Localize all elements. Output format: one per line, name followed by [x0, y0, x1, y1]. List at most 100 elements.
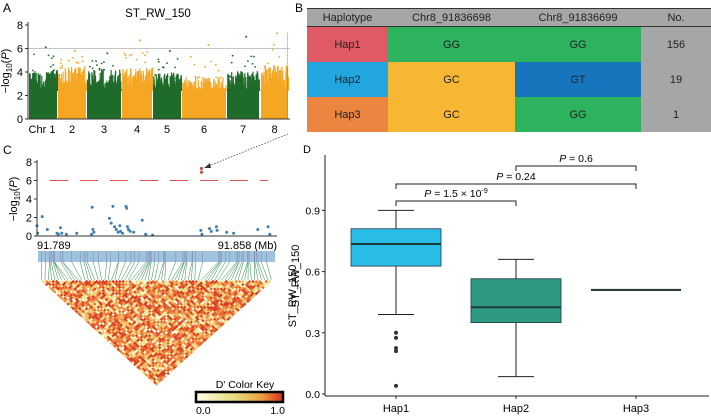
manhattan-point	[287, 38, 288, 40]
manhattan-peak-point	[139, 39, 141, 42]
ld-cell	[144, 328, 149, 332]
manhattan-point	[270, 78, 272, 91]
ld-cell	[209, 299, 214, 303]
ld-cell	[139, 323, 144, 327]
ld-cell	[181, 325, 185, 329]
manhattan-point	[287, 98, 288, 100]
manhattan-point	[273, 43, 275, 46]
manhattan-point	[128, 76, 130, 91]
manhattan-point	[194, 75, 197, 78]
ld-cell	[191, 349, 195, 353]
ld-cell	[83, 281, 87, 285]
manhattan-point	[80, 80, 82, 91]
ld-cell	[176, 362, 180, 366]
manhattan-point	[287, 62, 288, 64]
ld-cell	[111, 279, 115, 284]
manhattan-point	[248, 86, 250, 91]
manhattan-point	[205, 82, 208, 91]
ld-cell	[144, 303, 149, 308]
manhattan-point	[99, 84, 101, 91]
manhattan-point	[176, 86, 178, 91]
manhattan-point	[49, 73, 52, 76]
manhattan-point	[215, 76, 218, 79]
manhattan-point	[144, 79, 146, 91]
ld-cell	[93, 302, 97, 306]
manhattan-point	[195, 76, 197, 91]
manhattan-point	[242, 78, 244, 91]
manhattan-y-tick-label: 0	[17, 114, 23, 126]
manhattan-point	[69, 81, 71, 91]
ld-cell	[148, 373, 152, 377]
snp-connector-line	[79, 261, 86, 281]
manhattan-point	[139, 68, 141, 91]
boxplot-x-tick-label: Hap2	[503, 403, 529, 415]
manhattan-point	[154, 87, 157, 91]
manhattan-point	[224, 88, 226, 91]
ld-cell	[121, 303, 125, 308]
ld-cell	[176, 323, 180, 327]
ld-cell	[139, 347, 144, 351]
snp-connector-line	[197, 261, 203, 281]
manhattan-point	[31, 69, 34, 72]
ld-cell	[129, 302, 134, 306]
manhattan-point	[155, 74, 157, 91]
ld-cell	[83, 299, 87, 303]
manhattan-point	[275, 73, 277, 91]
ld-cell	[111, 325, 115, 329]
ld-cell	[163, 347, 167, 351]
manhattan-point	[120, 81, 122, 91]
manhattan-x-tick-label: Chr 1	[29, 124, 56, 136]
ld-cell	[164, 279, 169, 284]
manhattan-point	[281, 86, 283, 91]
manhattan-point	[287, 112, 288, 114]
manhattan-point	[129, 54, 131, 57]
manhattan-point	[65, 80, 67, 91]
ld-cell	[171, 367, 175, 371]
ld-cell	[158, 370, 162, 374]
ld-cell	[158, 279, 162, 284]
manhattan-point	[280, 82, 282, 91]
manhattan-point	[287, 80, 288, 82]
boxplot-y-label: ST_RW_150	[290, 245, 302, 308]
ld-cell	[116, 302, 120, 306]
manhattan-point	[287, 86, 288, 88]
manhattan-point	[251, 81, 253, 91]
snp-connector-line	[237, 261, 244, 281]
manhattan-point	[214, 89, 216, 91]
manhattan-point	[40, 90, 42, 91]
ld-cell	[121, 279, 125, 284]
manhattan-point	[123, 77, 125, 91]
ld-cell	[134, 328, 139, 332]
snp-connector-line	[71, 261, 82, 281]
manhattan-point	[199, 89, 201, 91]
manhattan-point	[143, 82, 145, 91]
regional-y-label: −log10(P)	[8, 177, 22, 222]
ld-cell	[264, 279, 268, 284]
ld-cell	[163, 326, 167, 330]
manhattan-point	[134, 89, 136, 91]
regional-point	[109, 221, 113, 225]
ld-cell	[153, 326, 157, 330]
ld-cell	[223, 299, 227, 303]
regional-point	[118, 224, 122, 228]
manhattan-point	[54, 77, 56, 91]
ld-cell	[98, 303, 102, 308]
ld-cell	[106, 299, 110, 303]
boxplot-y-tick-label: 0.0	[305, 389, 320, 401]
snp-connector-line	[49, 261, 52, 281]
ld-cell	[134, 300, 139, 305]
significance-p-label: P = 0.6	[559, 153, 593, 165]
snp-connector-line	[187, 261, 193, 281]
ld-cell	[158, 346, 162, 350]
snp-connector-line	[154, 261, 159, 281]
manhattan-point	[252, 55, 255, 58]
manhattan-point	[124, 74, 126, 91]
ld-cell	[83, 302, 87, 306]
regional-point	[107, 216, 111, 220]
ld-cell	[79, 281, 84, 285]
ld-cell	[88, 279, 92, 284]
manhattan-point	[61, 89, 63, 91]
ld-cell	[186, 326, 190, 330]
ld-cell	[148, 325, 152, 329]
manhattan-point	[251, 73, 254, 76]
